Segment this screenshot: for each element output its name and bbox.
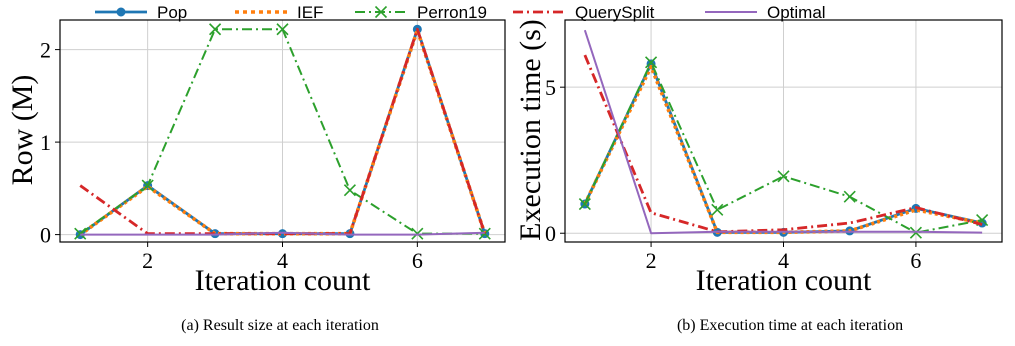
legend-label: Pop xyxy=(157,3,187,22)
legend-label: QuerySplit xyxy=(575,3,655,22)
legend: Pop IEF Perron19 QuerySplit Optimal xyxy=(95,3,826,22)
legend-marker xyxy=(374,5,388,19)
x-tick-label: 6 xyxy=(910,248,921,273)
legend-label: Optimal xyxy=(767,3,826,22)
x-tick-label: 2 xyxy=(646,248,657,273)
legend-label: Perron19 xyxy=(417,3,487,22)
x-tick-label: 2 xyxy=(142,248,153,273)
point-perron19 xyxy=(578,197,591,211)
series-line-optimal xyxy=(583,29,983,235)
point-perron19 xyxy=(645,56,658,69)
legend-marker xyxy=(116,7,126,17)
y-tick-label: 0 xyxy=(545,221,556,246)
y-tick-label: 1 xyxy=(40,130,51,155)
legend-item-pop: Pop xyxy=(95,3,187,22)
point-perron19 xyxy=(209,23,222,36)
point-perron19 xyxy=(343,184,356,197)
series-line-optimal xyxy=(80,231,485,236)
x-tick-label: 4 xyxy=(778,248,789,273)
y-tick-label: 5 xyxy=(545,75,556,100)
panel-result-size: 2 4 6 0 1 2 Iteration count Row (M) (a) Result s… xyxy=(6,19,506,334)
legend-item-optimal: Optimal xyxy=(705,3,826,22)
grid xyxy=(60,20,505,242)
panel-caption: (a) Result size at each iteration xyxy=(181,317,379,334)
x-tick-label: 6 xyxy=(412,248,423,273)
y-axis-label: Row (M) xyxy=(6,75,39,186)
legend-item-perron19: Perron19 xyxy=(355,3,487,22)
point-perron19 xyxy=(711,203,724,216)
y-tick-label: 0 xyxy=(40,223,51,248)
panel-execution-time: 2 4 6 0 5 Iteration count Execution time (s) (b… xyxy=(514,19,1003,334)
x-axis-label: Iteration count xyxy=(195,264,371,297)
legend-item-ief: IEF xyxy=(235,3,323,22)
point-perron19 xyxy=(276,23,289,36)
series-line-querysplit xyxy=(583,54,983,234)
panel-caption: (b) Execution time at each iteration xyxy=(677,317,903,334)
x-axis-label: Iteration count xyxy=(696,264,872,297)
legend-item-querysplit: QuerySplit xyxy=(513,3,655,22)
x-tick-label: 4 xyxy=(277,248,288,273)
point-perron19 xyxy=(777,170,790,183)
point-perron19 xyxy=(141,179,154,192)
grid xyxy=(565,20,1002,242)
y-tick-label: 2 xyxy=(40,38,51,63)
y-axis-label: Execution time (s) xyxy=(514,19,547,241)
legend-label: IEF xyxy=(297,3,323,22)
point-perron19 xyxy=(843,190,856,203)
